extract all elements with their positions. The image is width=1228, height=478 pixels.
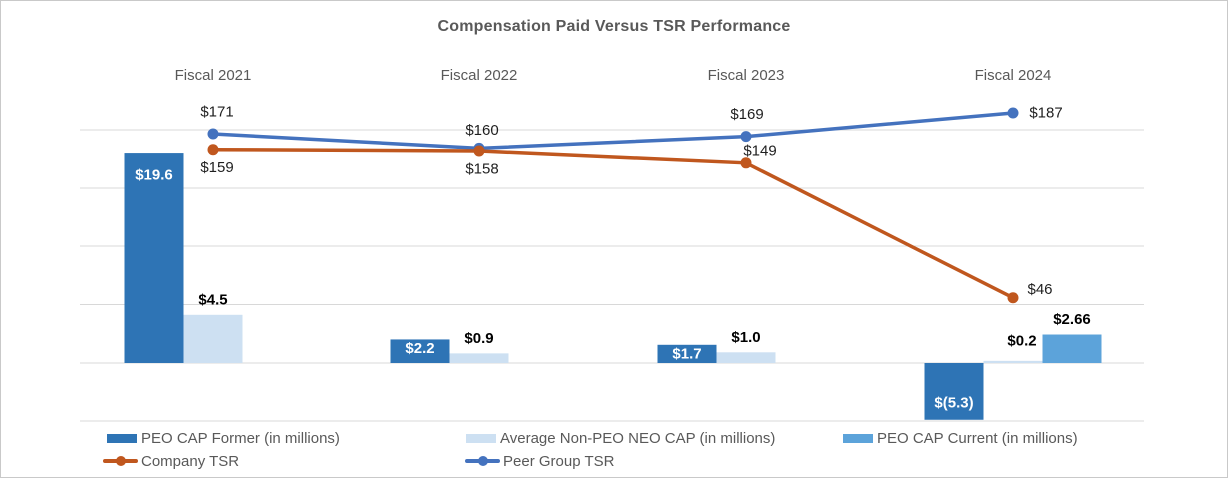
legend-item-peo-cap-former: PEO CAP Former (in millions) <box>107 429 340 447</box>
legend-label-peo-cap-current: PEO CAP Current (in millions) <box>877 429 1078 447</box>
legend-marker-peer-group-tsr <box>477 456 488 466</box>
bar-peo-cap-current-fiscal-2024 <box>1042 334 1102 363</box>
line-company-tsr <box>212 147 1014 300</box>
bar-label-average-non-peo-neo-cap-fiscal-2022: $0.9 <box>464 330 493 347</box>
value-label-peer-group-tsr-fiscal-2023: $169 <box>730 106 763 123</box>
legend-label-avg-non-peo-neo-cap: Average Non-PEO NEO CAP (in millions) <box>500 429 776 447</box>
legend-swatch-peo-cap-former <box>107 433 137 443</box>
value-label-company-tsr-fiscal-2022: $158 <box>465 161 498 178</box>
point-company-tsr-fiscal-2021 <box>207 144 219 156</box>
legend-label-peer-group-tsr: Peer Group TSR <box>503 452 615 470</box>
point-company-tsr-fiscal-2023 <box>740 157 752 169</box>
value-label-peer-group-tsr-fiscal-2024: $187 <box>1029 105 1062 122</box>
bar-label-peo-cap-former-fiscal-2022: $2.2 <box>405 340 434 357</box>
value-label-company-tsr-fiscal-2024: $46 <box>1027 281 1052 298</box>
value-label-peer-group-tsr-fiscal-2021: $171 <box>200 103 233 120</box>
value-label-company-tsr-fiscal-2021: $159 <box>200 159 233 176</box>
bar-peo-cap-former-fiscal-2023 <box>657 344 717 363</box>
bar-label-average-non-peo-neo-cap-fiscal-2024: $0.2 <box>1007 332 1036 349</box>
legend-line-swatch-peer-group-tsr <box>465 456 500 466</box>
bar-label-average-non-peo-neo-cap-fiscal-2023: $1.0 <box>731 329 760 346</box>
legend-swatch-peo-cap-current <box>843 433 873 443</box>
bar-label-peo-cap-former-fiscal-2021: $19.6 <box>135 167 173 184</box>
category-label-fiscal-2021: Fiscal 2021 <box>174 67 252 84</box>
value-label-company-tsr-fiscal-2023: $149 <box>743 142 776 159</box>
legend-item-avg-non-peo-neo-cap: Average Non-PEO NEO CAP (in millions) <box>466 429 776 447</box>
bar-label-peo-cap-former-fiscal-2024: $(5.3) <box>934 394 973 411</box>
point-company-tsr-fiscal-2022 <box>473 145 485 157</box>
point-peer-group-tsr-fiscal-2024 <box>1007 107 1019 119</box>
category-label-fiscal-2022: Fiscal 2022 <box>440 67 518 84</box>
bar-average-non-peo-neo-cap-fiscal-2024 <box>983 360 1043 363</box>
category-label-fiscal-2023: Fiscal 2023 <box>707 67 785 84</box>
legend-item-peo-cap-current: PEO CAP Current (in millions) <box>843 429 1078 447</box>
bar-label-average-non-peo-neo-cap-fiscal-2021: $4.5 <box>198 291 227 308</box>
bar-label-peo-cap-current-fiscal-2024: $2.66 <box>1053 311 1091 328</box>
legend-label-company-tsr: Company TSR <box>141 452 240 470</box>
bar-peo-cap-former-fiscal-2021 <box>124 153 184 363</box>
legend-swatch-avg-non-peo-neo-cap <box>466 433 496 443</box>
bar-average-non-peo-neo-cap-fiscal-2023 <box>716 352 776 363</box>
legend-marker-company-tsr <box>115 456 126 466</box>
bar-peo-cap-former-fiscal-2024 <box>924 363 984 420</box>
legend-label-peo-cap-former: PEO CAP Former (in millions) <box>141 429 340 447</box>
value-label-peer-group-tsr-fiscal-2022: $160 <box>465 122 498 139</box>
legend-item-company-tsr: Company TSR <box>103 452 240 470</box>
bar-label-peo-cap-former-fiscal-2023: $1.7 <box>672 345 701 362</box>
chart-title: Compensation Paid Versus TSR Performance <box>437 18 791 35</box>
category-label-fiscal-2024: Fiscal 2024 <box>974 67 1052 84</box>
legend-line-swatch-company-tsr <box>103 456 138 466</box>
bar-average-non-peo-neo-cap-fiscal-2022 <box>449 353 509 363</box>
bar-peo-cap-former-fiscal-2022 <box>390 339 450 363</box>
legend-item-peer-group-tsr: Peer Group TSR <box>465 452 615 470</box>
bar-average-non-peo-neo-cap-fiscal-2021 <box>183 314 243 363</box>
point-peer-group-tsr-fiscal-2021 <box>207 128 219 140</box>
point-company-tsr-fiscal-2024 <box>1007 292 1019 304</box>
line-peer-group-tsr <box>212 111 1014 151</box>
point-peer-group-tsr-fiscal-2023 <box>740 131 752 143</box>
